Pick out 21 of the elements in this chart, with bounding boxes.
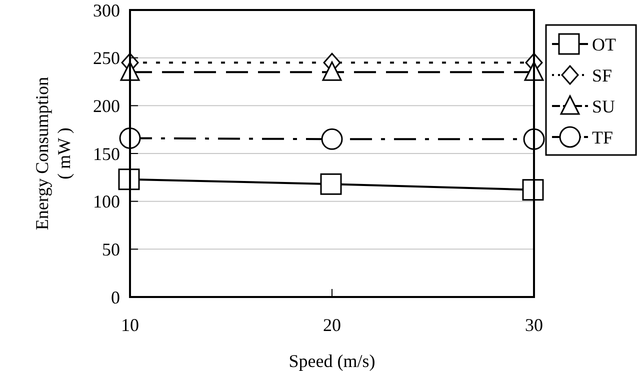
x-tick-label: 30 xyxy=(525,315,543,335)
point xyxy=(322,61,342,81)
x-tick-label: 20 xyxy=(323,315,341,335)
legend-label: SU xyxy=(592,96,616,116)
y-tick-label: 300 xyxy=(93,0,120,20)
x-tick-label: 10 xyxy=(121,315,139,335)
y-tick-label: 50 xyxy=(102,239,120,260)
point xyxy=(321,128,343,150)
y-tick-label: 200 xyxy=(93,96,120,116)
y-tick-label: 100 xyxy=(93,192,120,212)
legend-label: SF xyxy=(592,65,612,86)
legend-label: OT xyxy=(592,34,616,54)
point xyxy=(320,173,342,195)
point xyxy=(118,168,140,190)
x-axis-title: Speed (m/s) xyxy=(288,351,376,371)
y-tick-label: 0 xyxy=(111,287,120,308)
legend-label: TF xyxy=(592,127,614,148)
y-axis-title: Energy Consumption ( mW ) xyxy=(32,76,74,230)
point xyxy=(522,179,544,201)
y-tick-label: 150 xyxy=(93,144,120,164)
y-tick-label: 250 xyxy=(93,48,120,68)
